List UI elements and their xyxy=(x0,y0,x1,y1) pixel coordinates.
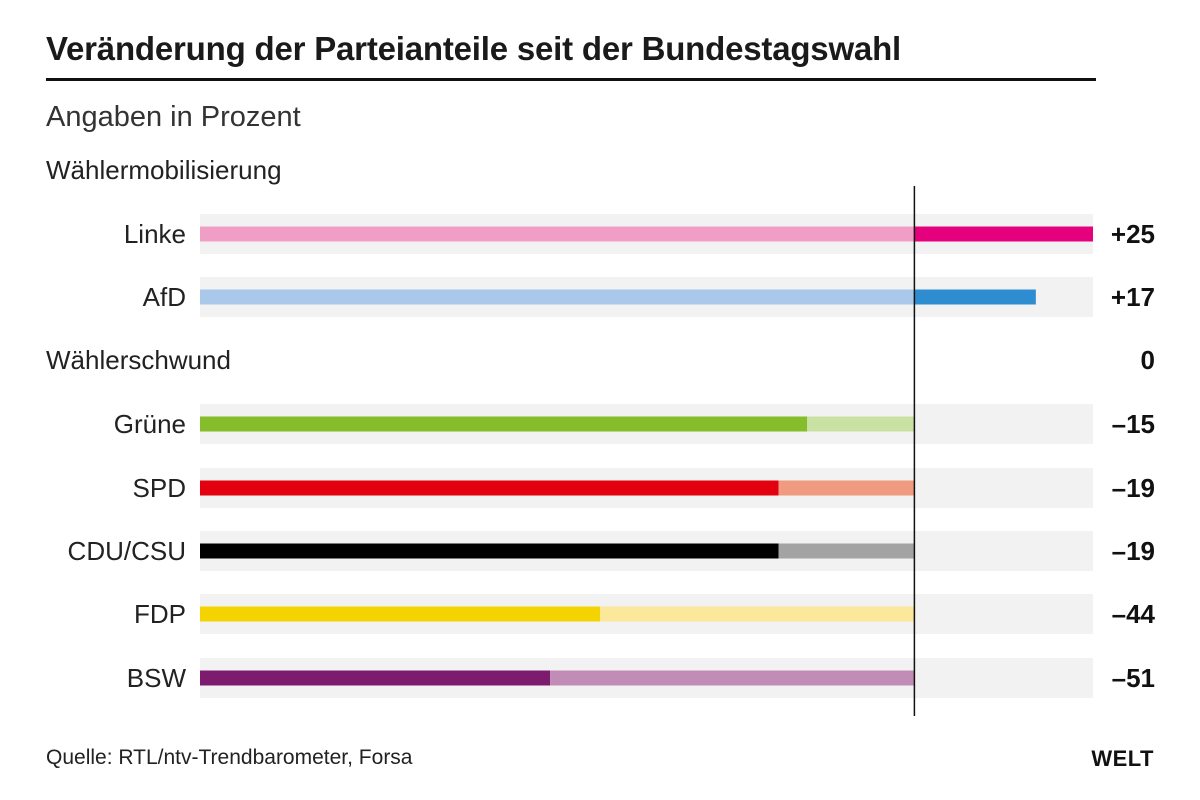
value-label-bsw: –51 xyxy=(1112,663,1155,693)
category-label-fdp: FDP xyxy=(134,599,186,629)
bar-fdp xyxy=(200,606,601,622)
section-label-decline: Wählerschwund xyxy=(46,345,231,375)
value-label-cdu-csu: –19 xyxy=(1112,536,1155,566)
section-label-mobilization: Wählermobilisierung xyxy=(46,155,282,185)
category-label-bsw: BSW xyxy=(127,663,187,693)
bar-base-linke xyxy=(200,226,915,242)
bar-spd xyxy=(200,480,779,496)
chart-title: Veränderung der Parteianteile seit der B… xyxy=(46,30,1096,81)
category-label-cdu-csu: CDU/CSU xyxy=(68,536,186,566)
bar-cdu-csu xyxy=(200,543,779,559)
bar-loss-bsw xyxy=(550,670,915,686)
zero-value-label: 0 xyxy=(1141,345,1155,375)
value-label-gruene: –15 xyxy=(1112,409,1155,439)
bar-bsw xyxy=(200,670,551,686)
chart-subtitle: Angaben in Prozent xyxy=(46,101,301,133)
bar-linke xyxy=(914,226,1093,242)
bar-gruene xyxy=(200,416,808,432)
category-label-gruene: Grüne xyxy=(114,409,186,439)
category-label-afd: AfD xyxy=(143,282,186,312)
bar-loss-spd xyxy=(778,480,915,496)
category-label-linke: Linke xyxy=(124,219,186,249)
value-label-afd: +17 xyxy=(1111,282,1155,312)
bar-loss-fdp xyxy=(600,606,915,622)
bar-loss-cdu-csu xyxy=(778,543,915,559)
bar-base-afd xyxy=(200,289,915,305)
value-label-spd: –19 xyxy=(1112,473,1155,503)
bar-loss-gruene xyxy=(807,416,915,432)
category-label-spd: SPD xyxy=(133,473,186,503)
value-label-linke: +25 xyxy=(1111,219,1155,249)
value-label-fdp: –44 xyxy=(1112,599,1156,629)
bar-afd xyxy=(914,289,1036,305)
source-note: Quelle: RTL/ntv-Trendbarometer, Forsa xyxy=(46,746,413,769)
welt-logo: WELT xyxy=(1091,746,1154,771)
